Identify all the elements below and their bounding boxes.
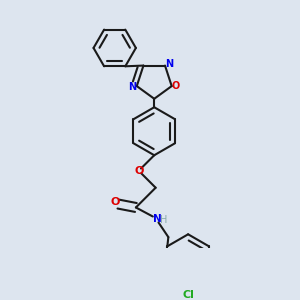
Text: N: N [165,59,173,69]
Text: O: O [172,81,180,91]
Text: N: N [128,82,136,92]
Text: N: N [153,214,161,224]
Text: Cl: Cl [182,290,194,300]
Text: H: H [160,214,167,225]
Text: O: O [134,166,143,176]
Text: O: O [110,197,119,207]
